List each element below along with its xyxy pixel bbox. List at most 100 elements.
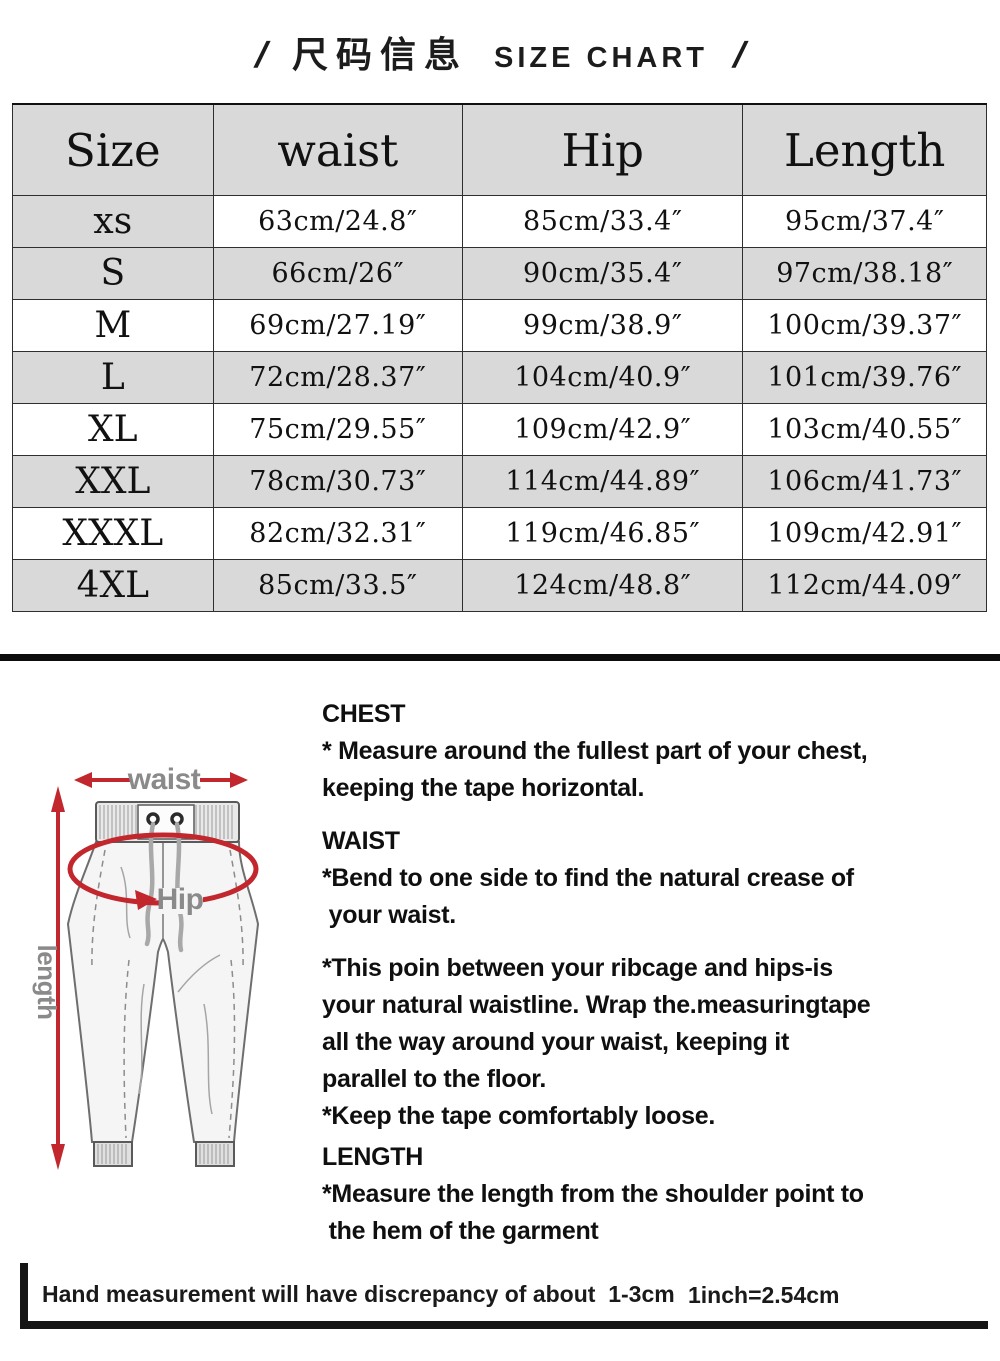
instruction-line: all the way around your waist, keeping i… <box>322 1028 789 1056</box>
left-seam <box>91 849 106 971</box>
footer-conversion: 1inch=2.54cm <box>688 1282 840 1308</box>
crease-3 <box>203 1003 213 1115</box>
waist-cell: 85cm/33.5″ <box>212 559 463 612</box>
length-cell: 100cm/39.37″ <box>742 299 987 352</box>
instruction-heading: CHEST <box>322 700 406 728</box>
hip-cell: 119cm/46.85″ <box>461 507 744 560</box>
waist-arrow-right-head <box>230 772 248 788</box>
size-cell: L <box>12 351 214 404</box>
column-header: Hip <box>461 103 744 196</box>
instruction-heading: WAIST <box>322 827 400 855</box>
table-row: xs 63cm/24.8″ 85cm/33.4″ 95cm/37.4″ <box>12 195 987 248</box>
instruction-section: CHEST * Measure around the fullest part o… <box>322 696 994 807</box>
length-cell: 97cm/38.18″ <box>742 247 987 300</box>
hip-cell: 85cm/33.4″ <box>461 195 744 248</box>
hip-cell: 109cm/42.9″ <box>461 403 744 456</box>
right-leg-seam <box>228 959 236 1139</box>
waist-label: waist <box>127 763 201 796</box>
table-row: XXXL 82cm/32.31″ 119cm/46.85″ 109cm/42.91″ <box>12 507 987 560</box>
footer-left-bar <box>20 1263 28 1329</box>
title-chinese: 尺码信息 <box>291 34 468 75</box>
right-cuff-ribs <box>199 1144 229 1164</box>
waist-cell: 82cm/32.31″ <box>212 507 463 560</box>
title-right-slash: / <box>731 34 747 75</box>
left-cuff-ribs <box>97 1144 127 1164</box>
instruction-section: *This poin between your ribcage and hips… <box>322 950 994 1135</box>
title-left-slash: / <box>253 34 269 75</box>
length-cell: 112cm/44.09″ <box>742 559 987 612</box>
hip-label: Hip <box>157 883 204 916</box>
left-leg-seam <box>123 959 130 1139</box>
instruction-line: *Keep the tape comfortably loose. <box>322 1102 715 1130</box>
size-cell: XL <box>12 403 214 456</box>
size-table-body: xs 63cm/24.8″ 85cm/33.4″ 95cm/37.4″ S 66cm/26… <box>12 195 987 612</box>
instruction-heading: LENGTH <box>322 1143 423 1171</box>
pants-diagram: waist Hip length <box>26 692 311 1252</box>
hip-cell: 124cm/48.8″ <box>461 559 744 612</box>
length-label: length <box>32 945 62 1020</box>
size-cell: XXXL <box>12 507 214 560</box>
waist-cell: 63cm/24.8″ <box>212 195 463 248</box>
column-header: Size <box>12 103 214 196</box>
length-cell: 95cm/37.4″ <box>742 195 987 248</box>
crease-1 <box>120 866 131 939</box>
table-row: XXL 78cm/30.73″ 114cm/44.89″ 106cm/41.73″ <box>12 455 987 508</box>
crease-2 <box>138 983 145 1095</box>
size-cell: XXL <box>12 455 214 508</box>
length-arrow-top-head <box>51 786 65 812</box>
pants-diagram-svg: waist Hip length <box>32 763 260 1170</box>
instruction-line: your natural waistline. Wrap the.measuri… <box>322 991 871 1019</box>
waist-cell: 78cm/30.73″ <box>212 455 463 508</box>
instruction-line: *This poin between your ribcage and hips… <box>322 954 833 982</box>
instruction-line: *Measure the length from the shoulder po… <box>322 1180 864 1208</box>
table-row: M 69cm/27.19″ 99cm/38.9″ 100cm/39.37″ <box>12 299 987 352</box>
size-chart-table: Size waist Hip Length xs 63cm/24.8″ 85cm/33.4… <box>12 103 987 612</box>
crease-4 <box>177 954 221 993</box>
size-cell: M <box>12 299 214 352</box>
hip-cell: 99cm/38.9″ <box>461 299 744 352</box>
hip-label-mask <box>159 888 203 914</box>
instruction-line: *Bend to one side to find the natural cr… <box>322 864 854 892</box>
length-cell: 103cm/40.55″ <box>742 403 987 456</box>
length-cell: 109cm/42.91″ <box>742 507 987 560</box>
right-seam <box>229 849 244 971</box>
length-arrow-bottom-head <box>51 1144 65 1170</box>
instruction-section: LENGTH *Measure the length from the shoul… <box>322 1139 994 1250</box>
instruction-line: the hem of the garment <box>322 1217 599 1245</box>
length-cell: 106cm/41.73″ <box>742 455 987 508</box>
length-cell: 101cm/39.76″ <box>742 351 987 404</box>
instruction-line: * Measure around the fullest part of you… <box>322 737 868 765</box>
size-chart-header-row: Size waist Hip Length <box>12 103 987 196</box>
column-header: Length <box>742 103 987 196</box>
waist-cell: 66cm/26″ <box>212 247 463 300</box>
section-divider <box>0 654 1000 661</box>
column-header: waist <box>212 103 463 196</box>
page-title: / 尺码信息 SIZE CHART / <box>0 26 1000 78</box>
table-row: 4XL 85cm/33.5″ 124cm/48.8″ 112cm/44.09″ <box>12 559 987 612</box>
hip-arrow-head <box>135 890 157 910</box>
size-cell: xs <box>12 195 214 248</box>
hip-cell: 114cm/44.89″ <box>461 455 744 508</box>
pants-outline <box>66 841 260 1143</box>
instruction-line: your waist. <box>322 901 457 929</box>
size-cell: 4XL <box>12 559 214 612</box>
waistband-ribs <box>99 805 233 839</box>
waist-cell: 69cm/27.19″ <box>212 299 463 352</box>
table-row: XL 75cm/29.55″ 109cm/42.9″ 103cm/40.55″ <box>12 403 987 456</box>
hip-cell: 90cm/35.4″ <box>461 247 744 300</box>
instruction-line: keeping the tape horizontal. <box>322 774 645 802</box>
waist-arrow-left-head <box>74 772 92 788</box>
footer-note: Hand measurement will have discrepancy o… <box>42 1281 675 1307</box>
table-row: S 66cm/26″ 90cm/35.4″ 97cm/38.18″ <box>12 247 987 300</box>
size-chart: Size waist Hip Length xs 63cm/24.8″ 85cm/33.4… <box>12 103 987 612</box>
instruction-section: WAIST *Bend to one side to find the natur… <box>322 823 994 934</box>
instruction-line: parallel to the floor. <box>322 1065 546 1093</box>
hip-cell: 104cm/40.9″ <box>461 351 744 404</box>
footer-bottom-bar <box>20 1321 988 1329</box>
table-row: L 72cm/28.37″ 104cm/40.9″ 101cm/39.76″ <box>12 351 987 404</box>
size-cell: S <box>12 247 214 300</box>
instructions: CHEST * Measure around the fullest part o… <box>322 696 994 1250</box>
title-english: SIZE CHART <box>494 42 708 74</box>
waist-cell: 72cm/28.37″ <box>212 351 463 404</box>
waist-cell: 75cm/29.55″ <box>212 403 463 456</box>
